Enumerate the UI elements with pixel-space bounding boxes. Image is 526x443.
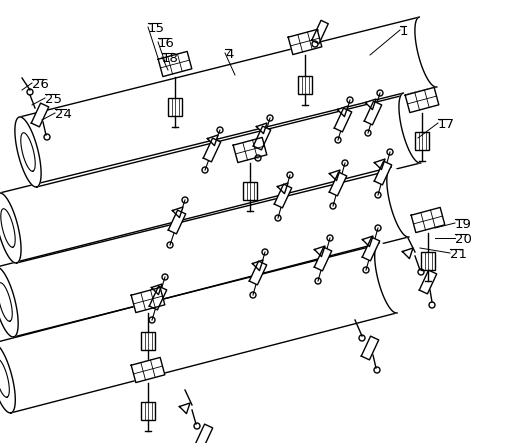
Bar <box>141 402 155 420</box>
Polygon shape <box>207 135 218 146</box>
Text: 1: 1 <box>400 25 409 38</box>
Polygon shape <box>0 193 21 263</box>
Polygon shape <box>402 248 413 259</box>
Bar <box>141 332 155 350</box>
Polygon shape <box>0 267 18 337</box>
Polygon shape <box>419 270 437 294</box>
Polygon shape <box>131 288 165 313</box>
Polygon shape <box>411 207 445 233</box>
Polygon shape <box>203 138 221 162</box>
Text: 26: 26 <box>32 78 49 91</box>
Text: 18: 18 <box>162 52 179 65</box>
Polygon shape <box>149 286 167 310</box>
Text: 20: 20 <box>455 233 472 246</box>
Polygon shape <box>361 336 379 360</box>
Bar <box>243 182 257 200</box>
Polygon shape <box>375 243 401 313</box>
Polygon shape <box>168 210 186 234</box>
Polygon shape <box>179 403 190 414</box>
Polygon shape <box>15 117 41 187</box>
Bar <box>168 98 182 116</box>
Polygon shape <box>0 167 409 337</box>
Polygon shape <box>151 284 162 295</box>
Polygon shape <box>337 106 348 117</box>
Polygon shape <box>375 161 392 185</box>
Polygon shape <box>329 170 340 181</box>
Text: 25: 25 <box>45 93 62 106</box>
Polygon shape <box>0 93 421 263</box>
Polygon shape <box>254 126 271 150</box>
Text: 24: 24 <box>55 108 72 121</box>
Bar <box>421 252 435 270</box>
Polygon shape <box>288 29 322 54</box>
Text: 19: 19 <box>455 218 472 231</box>
Bar <box>298 76 312 94</box>
Polygon shape <box>233 137 267 163</box>
Polygon shape <box>195 424 213 443</box>
Polygon shape <box>277 183 288 194</box>
Polygon shape <box>274 184 292 208</box>
Bar <box>415 132 429 150</box>
Polygon shape <box>173 207 183 218</box>
Text: 4: 4 <box>225 48 234 61</box>
Text: 15: 15 <box>148 22 165 35</box>
Polygon shape <box>362 236 373 247</box>
Polygon shape <box>399 93 425 163</box>
Polygon shape <box>366 99 376 109</box>
Polygon shape <box>0 243 397 413</box>
Polygon shape <box>375 159 385 170</box>
Polygon shape <box>405 87 439 113</box>
Polygon shape <box>249 261 267 285</box>
Polygon shape <box>329 172 347 196</box>
Polygon shape <box>31 103 49 127</box>
Polygon shape <box>19 17 437 187</box>
Polygon shape <box>315 246 325 256</box>
Polygon shape <box>387 167 413 237</box>
Text: 16: 16 <box>158 37 175 50</box>
Polygon shape <box>314 247 332 271</box>
Polygon shape <box>256 123 267 134</box>
Polygon shape <box>362 237 380 261</box>
Polygon shape <box>131 358 165 383</box>
Polygon shape <box>365 101 382 125</box>
Polygon shape <box>158 51 192 77</box>
Polygon shape <box>0 343 15 413</box>
Text: 17: 17 <box>438 118 455 131</box>
Text: 21: 21 <box>450 248 467 261</box>
Polygon shape <box>334 108 352 132</box>
Polygon shape <box>252 260 263 271</box>
Polygon shape <box>415 17 441 87</box>
Polygon shape <box>312 20 328 44</box>
